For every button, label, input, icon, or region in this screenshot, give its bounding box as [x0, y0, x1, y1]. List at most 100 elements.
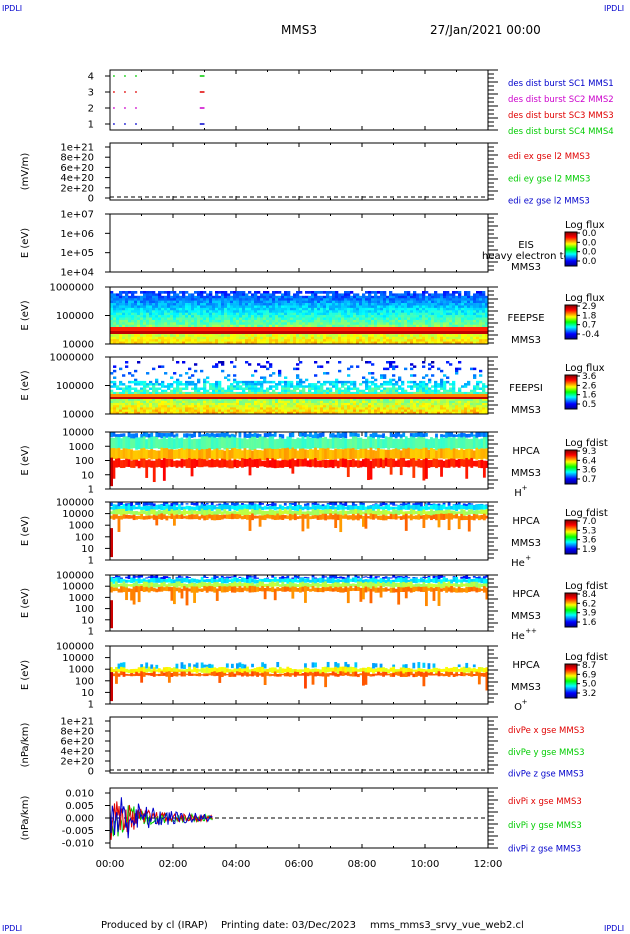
spectrogram-cell [140, 334, 144, 338]
spectrogram-cell [242, 400, 246, 404]
spectrogram-cell [356, 391, 360, 395]
spectrogram-cell [437, 389, 441, 393]
spectrogram-cell [392, 334, 396, 338]
spectrogram-cell [401, 324, 405, 328]
spectrogram-cell [422, 361, 426, 364]
spectrogram-cell [317, 305, 321, 309]
spectrogram-cell [182, 361, 186, 364]
spectrogram-cell [209, 310, 213, 313]
spectrogram-cell [422, 303, 426, 306]
spectrogram-cell [263, 319, 267, 323]
spectrogram-cell [158, 407, 162, 410]
spectrogram-cell [380, 295, 384, 299]
spectrogram-cell [164, 409, 168, 413]
spectrogram-cell [305, 324, 309, 328]
spectrogram-cell [140, 324, 144, 328]
spectrogram-cell [404, 407, 408, 410]
spectrogram-cell [257, 310, 261, 313]
spectrogram-cell [389, 380, 393, 384]
spectrogram-cell [122, 341, 126, 345]
spectrogram-cell [470, 315, 474, 318]
spectrogram-cell [167, 334, 171, 338]
spectrogram-cell [206, 293, 210, 297]
spectrogram-cell [335, 383, 339, 386]
spectrogram-cell [112, 431, 116, 437]
spectrogram-cell [425, 310, 429, 313]
spectrogram-cell [374, 383, 378, 386]
spectrogram-cell [287, 383, 291, 386]
spectrogram-cell [179, 400, 183, 404]
spectrogram-cell [458, 310, 462, 313]
spectrogram-cell [128, 334, 132, 338]
spectrogram-cell [407, 310, 411, 313]
spectrogram-cell [149, 319, 153, 323]
spectrogram-cell [428, 310, 432, 313]
spectrogram-cell [401, 409, 405, 413]
spectrogram-cell [404, 322, 408, 326]
spectrogram-cell [308, 336, 312, 340]
spectrogram-cell [221, 391, 225, 395]
spectrogram-cell [134, 324, 138, 328]
spectrogram-cell [353, 334, 357, 338]
spectrogram-cell [278, 383, 282, 386]
spectrogram-cell [215, 405, 219, 408]
spectrogram-cell [287, 405, 291, 408]
spectrogram-cell [206, 398, 210, 402]
spectrogram-cell [140, 409, 144, 413]
spectrogram-cell [308, 310, 312, 313]
spectrogram-cell [452, 339, 456, 342]
spectrogram-cell [275, 298, 279, 301]
spectrogram-cell [431, 324, 435, 328]
spectrogram-cell [212, 365, 216, 368]
spectrogram-cell [137, 310, 141, 313]
spectrogram-cell [254, 369, 258, 373]
spectrogram-cell [188, 341, 192, 345]
spectrogram-cell [476, 339, 480, 342]
spectrogram-cell [128, 324, 132, 328]
spectrogram-cell [377, 317, 381, 321]
spectrogram-cell [344, 405, 348, 408]
spectrogram-cell [158, 312, 162, 316]
spectrogram-cell [395, 407, 399, 410]
spectrogram-cell [230, 391, 234, 395]
spectrogram-cell [125, 334, 129, 338]
spectrogram-cell [311, 322, 315, 326]
spectrogram-cell [311, 295, 315, 299]
spectrogram-cell [182, 391, 186, 395]
spectrogram-cell [455, 317, 459, 321]
spectrogram-cell [137, 383, 141, 386]
spectrogram-cell [152, 295, 156, 299]
spectrogram-cell [122, 411, 126, 415]
spectrogram-cell [332, 312, 336, 316]
spectrogram-cell [458, 341, 462, 345]
spectrogram-cell [125, 307, 129, 311]
spectrogram-cell [320, 315, 324, 318]
spectrogram-cell [155, 307, 159, 311]
spectrogram-cell [185, 322, 189, 326]
spectrogram-cell [182, 295, 186, 299]
spectrogram-cell [356, 303, 360, 306]
spectrogram-cell [338, 336, 342, 340]
spectrogram-cell [158, 305, 162, 309]
spectrogram-cell [284, 402, 288, 406]
spectrogram-cell [248, 324, 252, 328]
spectrogram-cell [377, 295, 381, 299]
spectrogram-cell [239, 324, 243, 328]
spectrogram-cell [299, 298, 303, 301]
spectrogram-cell [137, 324, 141, 328]
spectrogram-cell [470, 336, 474, 340]
spectrogram-cell [314, 389, 318, 393]
ytick-label-hpca_h-3: 10 [81, 470, 94, 481]
spectrogram-cell [242, 380, 246, 384]
spectrogram-cell [458, 361, 462, 364]
spectrogram-cell [476, 334, 480, 338]
spectrogram-cell [284, 291, 288, 294]
spectrogram-cell [173, 402, 177, 406]
spectrogram-cell [212, 324, 216, 328]
spectrogram-cell [365, 334, 369, 338]
spectrogram-cell [434, 310, 438, 313]
spectrogram-cell [392, 378, 396, 382]
spectrogram-cell [113, 411, 117, 415]
spectrogram-cell [377, 300, 381, 304]
spectrogram-cell [164, 407, 168, 410]
